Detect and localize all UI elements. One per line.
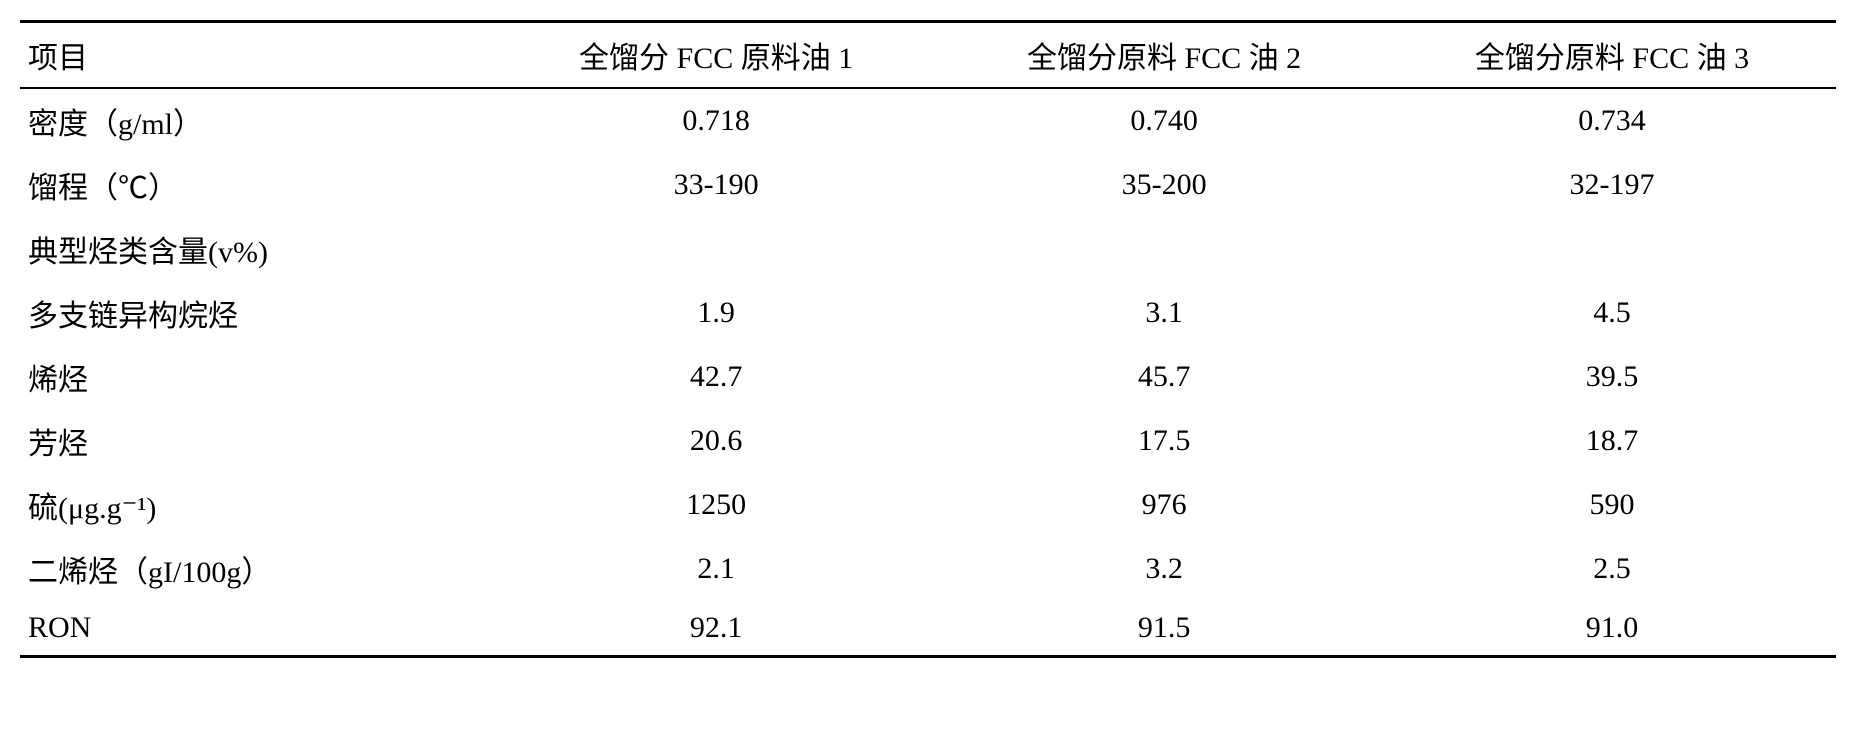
row-label: 多支链异构烷烃 bbox=[20, 281, 492, 345]
cell-value: 976 bbox=[940, 473, 1388, 537]
cell-value: 1.9 bbox=[492, 281, 940, 345]
table-row: 典型烃类含量(v%) bbox=[20, 217, 1836, 281]
cell-value: 1250 bbox=[492, 473, 940, 537]
cell-value: 45.7 bbox=[940, 345, 1388, 409]
cell-value: 91.0 bbox=[1388, 601, 1836, 657]
table-row: 多支链异构烷烃 1.9 3.1 4.5 bbox=[20, 281, 1836, 345]
cell-value: 32-197 bbox=[1388, 153, 1836, 217]
cell-value: 3.1 bbox=[940, 281, 1388, 345]
col-header-oil3: 全馏分原料 FCC 油 3 bbox=[1388, 22, 1836, 89]
table-row: 馏程（℃） 33-190 35-200 32-197 bbox=[20, 153, 1836, 217]
table-row: 硫(μg.g⁻¹) 1250 976 590 bbox=[20, 473, 1836, 537]
row-label: 典型烃类含量(v%) bbox=[20, 217, 492, 281]
cell-value: 35-200 bbox=[940, 153, 1388, 217]
cell-value: 42.7 bbox=[492, 345, 940, 409]
row-label: 烯烃 bbox=[20, 345, 492, 409]
cell-value: 17.5 bbox=[940, 409, 1388, 473]
table-header-row: 项目 全馏分 FCC 原料油 1 全馏分原料 FCC 油 2 全馏分原料 FCC… bbox=[20, 22, 1836, 89]
col-header-item: 项目 bbox=[20, 22, 492, 89]
cell-value: 0.718 bbox=[492, 88, 940, 153]
cell-value bbox=[1388, 217, 1836, 281]
cell-value: 0.740 bbox=[940, 88, 1388, 153]
cell-value bbox=[940, 217, 1388, 281]
cell-value: 18.7 bbox=[1388, 409, 1836, 473]
row-label: RON bbox=[20, 601, 492, 657]
cell-value: 2.1 bbox=[492, 537, 940, 601]
row-label: 芳烃 bbox=[20, 409, 492, 473]
cell-value: 3.2 bbox=[940, 537, 1388, 601]
cell-value: 2.5 bbox=[1388, 537, 1836, 601]
table-row: 芳烃 20.6 17.5 18.7 bbox=[20, 409, 1836, 473]
cell-value: 4.5 bbox=[1388, 281, 1836, 345]
table-row: RON 92.1 91.5 91.0 bbox=[20, 601, 1836, 657]
cell-value: 91.5 bbox=[940, 601, 1388, 657]
table-row: 烯烃 42.7 45.7 39.5 bbox=[20, 345, 1836, 409]
cell-value bbox=[492, 217, 940, 281]
row-label: 馏程（℃） bbox=[20, 153, 492, 217]
table-row: 密度（g/ml） 0.718 0.740 0.734 bbox=[20, 88, 1836, 153]
cell-value: 0.734 bbox=[1388, 88, 1836, 153]
row-label: 二烯烃（gI/100g） bbox=[20, 537, 492, 601]
cell-value: 39.5 bbox=[1388, 345, 1836, 409]
col-header-oil2: 全馏分原料 FCC 油 2 bbox=[940, 22, 1388, 89]
fcc-oil-properties-table: 项目 全馏分 FCC 原料油 1 全馏分原料 FCC 油 2 全馏分原料 FCC… bbox=[20, 20, 1836, 658]
table-row: 二烯烃（gI/100g） 2.1 3.2 2.5 bbox=[20, 537, 1836, 601]
cell-value: 590 bbox=[1388, 473, 1836, 537]
row-label: 密度（g/ml） bbox=[20, 88, 492, 153]
cell-value: 20.6 bbox=[492, 409, 940, 473]
col-header-oil1: 全馏分 FCC 原料油 1 bbox=[492, 22, 940, 89]
row-label: 硫(μg.g⁻¹) bbox=[20, 473, 492, 537]
cell-value: 33-190 bbox=[492, 153, 940, 217]
cell-value: 92.1 bbox=[492, 601, 940, 657]
